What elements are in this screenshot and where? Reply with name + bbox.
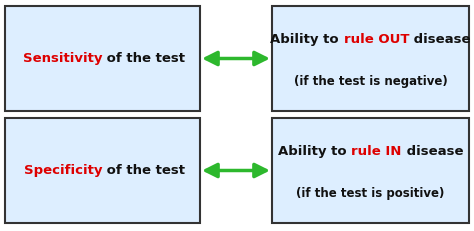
Text: (if the test is negative): (if the test is negative)	[293, 75, 447, 88]
FancyBboxPatch shape	[272, 118, 469, 223]
Text: Ability to: Ability to	[270, 33, 344, 46]
Text: rule OUT: rule OUT	[344, 33, 409, 46]
Text: (if the test is positive): (if the test is positive)	[296, 187, 445, 200]
Text: rule IN: rule IN	[351, 145, 401, 158]
Text: of the test: of the test	[102, 164, 185, 177]
Text: Sensitivity: Sensitivity	[23, 52, 102, 65]
FancyBboxPatch shape	[5, 118, 200, 223]
Text: disease: disease	[401, 145, 463, 158]
Text: of the test: of the test	[102, 52, 185, 65]
Text: disease: disease	[409, 33, 471, 46]
FancyBboxPatch shape	[5, 6, 200, 111]
Text: Specificity: Specificity	[24, 164, 102, 177]
FancyBboxPatch shape	[272, 6, 469, 111]
Text: Ability to: Ability to	[278, 145, 351, 158]
